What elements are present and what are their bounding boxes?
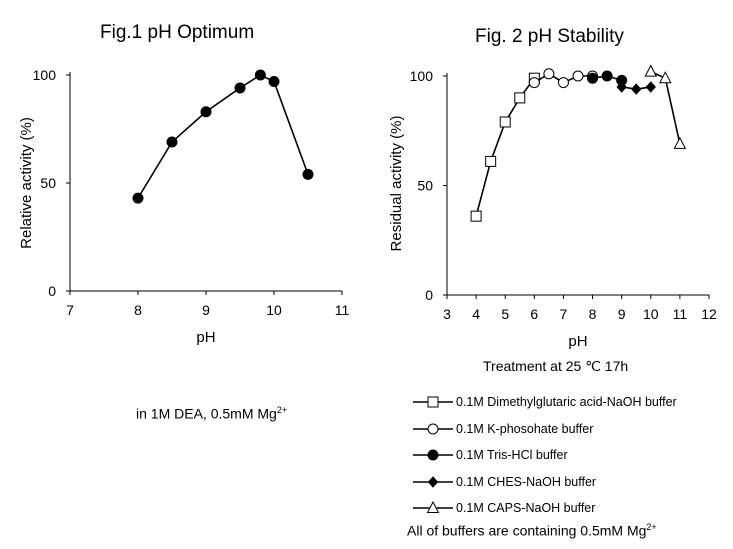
chart1-title: Fig.1 pH Optimum xyxy=(100,22,255,43)
chart1-x-axis-label: pH xyxy=(196,329,215,346)
chart2-x-tick-label: 8 xyxy=(589,306,597,322)
chart1-y-axis-label: Relative activity (%) xyxy=(18,117,35,249)
chart1-x-tick-label: 10 xyxy=(266,302,282,318)
legend-swatch xyxy=(413,449,453,461)
legend-label: 0.1M CHES-NaOH buffer xyxy=(456,474,597,489)
legend-swatch xyxy=(413,501,453,514)
chart1-series-1-point xyxy=(132,192,144,204)
chart2-series-1-point xyxy=(485,155,497,167)
chart2-series-4-point xyxy=(631,83,642,95)
chart2-title: Fig. 2 pH Stability xyxy=(475,26,624,47)
chart1-series-1-point xyxy=(234,82,246,94)
chart2-x-tick-label: 6 xyxy=(530,306,538,322)
chart2-y-tick-label: 100 xyxy=(410,68,434,84)
chart1-annotation-text: in 1M DEA, 0.5mM Mg xyxy=(136,405,277,422)
chart1-series-1-point xyxy=(302,168,314,180)
chart2-series-4-point xyxy=(645,81,656,93)
chart2-series-2-point xyxy=(572,70,584,82)
chart2-series-1-point xyxy=(499,116,511,128)
chart1-x-tick-label: 7 xyxy=(66,302,74,318)
legend-item: 0.1M Dimethylglutaric acid-NaOH buffer xyxy=(412,389,677,416)
legend-item: 0.1M Tris-HCl buffer xyxy=(412,442,677,469)
chart1-x-tick-label: 9 xyxy=(202,302,210,318)
chart2-series-2-point xyxy=(528,77,540,89)
legend-label: 0.1M Dimethylglutaric acid-NaOH buffer xyxy=(456,395,677,410)
chart2-series-2-point xyxy=(543,68,555,80)
chart2-x-tick-label: 12 xyxy=(701,306,717,322)
legend-label: 0.1M Tris-HCl buffer xyxy=(456,448,568,463)
chart2-legend: 0.1M Dimethylglutaric acid-NaOH buffer 0.… xyxy=(412,389,677,522)
legend-swatch xyxy=(413,476,453,488)
chart2-series-5-point xyxy=(644,64,658,77)
chart2-series-1-line xyxy=(475,77,535,217)
chart2-series-5-point xyxy=(659,71,672,84)
chart2-plot: 3 4 5 6 7 8 9 10 11 12 0 50 100 pH Residual activity (… xyxy=(388,64,717,350)
chart1-y-tick-label: 50 xyxy=(40,175,56,191)
legend-item: 0.1M CHES-NaOH buffer xyxy=(412,469,677,496)
chart2-x-tick-label: 9 xyxy=(618,306,626,322)
chart2-series-5-point xyxy=(673,136,687,149)
chart2-footnote: All of buffers are containing 0.5mM Mg2+ xyxy=(407,522,657,539)
chart2-series-1-point xyxy=(514,92,526,104)
legend-swatch-marker xyxy=(426,501,440,514)
legend-label: 0.1M CAPS-NaOH buffer xyxy=(456,501,596,516)
chart1-series-1-point xyxy=(268,75,280,87)
legend-swatch-marker xyxy=(427,476,439,488)
legend-swatch xyxy=(413,423,453,435)
legend-swatch-marker xyxy=(427,396,439,408)
legend-swatch-marker xyxy=(427,449,439,461)
chart2-x-tick-label: 3 xyxy=(443,306,451,322)
chart2-y-tick-label: 0 xyxy=(425,287,433,303)
chart2-footnote-text: All of buffers are containing 0.5mM Mg xyxy=(407,522,647,539)
chart1-y-tick-label: 100 xyxy=(33,67,57,83)
legend-label: 0.1M K-phosohate buffer xyxy=(456,421,594,436)
chart1-series-1-point xyxy=(166,136,178,148)
chart2-x-tick-label: 11 xyxy=(673,306,688,322)
chart2-footnote-superscript: 2+ xyxy=(646,522,657,532)
chart1-annotation: in 1M DEA, 0.5mM Mg2+ xyxy=(136,405,287,422)
chart2-series-3-point xyxy=(587,72,599,84)
chart2-y-axis-label: Residual activity (%) xyxy=(388,116,405,252)
legend-swatch-marker xyxy=(427,423,439,435)
chart1-series-1-point xyxy=(254,69,266,81)
chart2-series-3-point xyxy=(601,70,613,82)
chart2-y-tick-label: 50 xyxy=(417,178,433,194)
chart1-y-tick-label: 0 xyxy=(48,283,56,299)
chart1-series-1-line xyxy=(137,74,309,199)
chart2-x-tick-label: 4 xyxy=(472,306,480,322)
legend-item: 0.1M CAPS-NaOH buffer xyxy=(412,495,677,522)
chart1-x-tick-label: 8 xyxy=(134,302,142,318)
chart2-subtitle: Treatment at 25 ℃ 17h xyxy=(483,358,629,374)
legend-swatch xyxy=(413,396,453,408)
chart2-series-1-point xyxy=(470,210,482,222)
chart1-x-tick-label: 11 xyxy=(335,302,350,318)
chart1-annotation-superscript: 2+ xyxy=(276,405,288,415)
chart2-x-axis-label: pH xyxy=(568,333,587,350)
chart2-series-2-point xyxy=(557,77,569,89)
chart1-plot: 7 8 9 10 11 0 50 100 pH Relative activity (%) xyxy=(18,67,349,346)
chart2-x-tick-label: 10 xyxy=(643,306,659,322)
chart2-series-4-point xyxy=(616,81,627,93)
chart2-x-tick-label: 7 xyxy=(560,306,568,322)
chart1-series-1-point xyxy=(200,106,212,118)
chart2-x-tick-label: 5 xyxy=(501,306,509,322)
legend-item: 0.1M K-phosohate buffer xyxy=(412,416,677,443)
